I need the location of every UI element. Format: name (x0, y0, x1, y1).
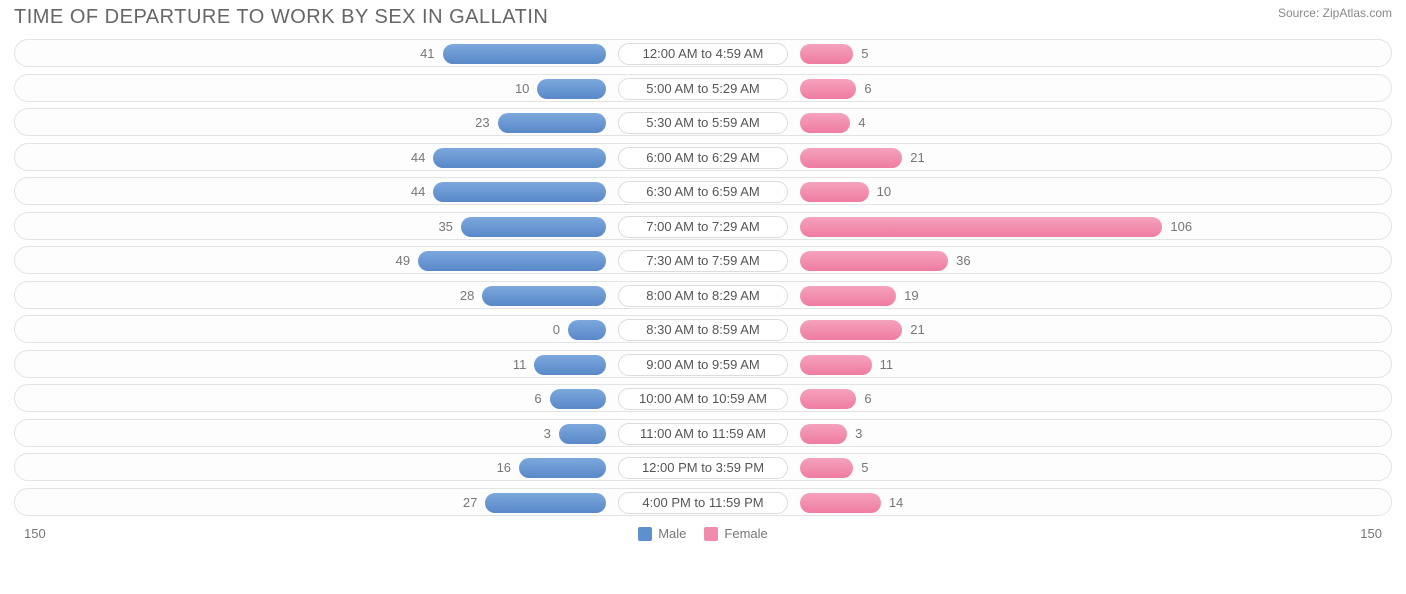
value-female: 4 (858, 109, 865, 136)
bar-female (800, 251, 948, 271)
chart-title: TIME OF DEPARTURE TO WORK BY SEX IN GALL… (14, 6, 548, 29)
bar-female (800, 355, 872, 375)
chart-row: 10 6 5:00 AM to 5:29 AM (14, 74, 1392, 102)
category-label: 5:00 AM to 5:29 AM (618, 78, 788, 100)
category-label: 6:00 AM to 6:29 AM (618, 147, 788, 169)
value-female: 6 (864, 385, 871, 412)
value-female: 5 (861, 454, 868, 481)
chart-row: 3 3 11:00 AM to 11:59 AM (14, 419, 1392, 447)
category-label: 8:00 AM to 8:29 AM (618, 285, 788, 307)
axis-max-right: 150 (1360, 526, 1382, 541)
value-male: 41 (420, 40, 434, 67)
chart-row: 35 106 7:00 AM to 7:29 AM (14, 212, 1392, 240)
value-male: 0 (553, 316, 560, 343)
bar-male (537, 79, 606, 99)
bar-female (800, 148, 902, 168)
value-male: 16 (497, 454, 511, 481)
value-male: 6 (534, 385, 541, 412)
chart-row: 44 21 6:00 AM to 6:29 AM (14, 143, 1392, 171)
legend-item-female: Female (704, 526, 767, 541)
bar-male (550, 389, 606, 409)
chart-row: 11 11 9:00 AM to 9:59 AM (14, 350, 1392, 378)
value-female: 6 (864, 75, 871, 102)
chart-row: 41 5 12:00 AM to 4:59 AM (14, 39, 1392, 67)
bar-female (800, 79, 856, 99)
value-female: 106 (1170, 213, 1192, 240)
value-male: 3 (544, 420, 551, 447)
bar-male (568, 320, 606, 340)
category-label: 12:00 PM to 3:59 PM (618, 457, 788, 479)
value-male: 49 (396, 247, 410, 274)
category-label: 8:30 AM to 8:59 AM (618, 319, 788, 341)
category-label: 6:30 AM to 6:59 AM (618, 181, 788, 203)
category-label: 5:30 AM to 5:59 AM (618, 112, 788, 134)
value-female: 14 (889, 489, 903, 516)
bar-male (519, 458, 606, 478)
value-male: 28 (460, 282, 474, 309)
bar-female (800, 217, 1162, 237)
chart-row: 0 21 8:30 AM to 8:59 AM (14, 315, 1392, 343)
bar-female (800, 44, 853, 64)
category-label: 4:00 PM to 11:59 PM (618, 492, 788, 514)
value-male: 10 (515, 75, 529, 102)
chart-source: Source: ZipAtlas.com (1278, 6, 1392, 20)
bar-female (800, 113, 850, 133)
value-male: 44 (411, 178, 425, 205)
bar-female (800, 182, 869, 202)
category-label: 9:00 AM to 9:59 AM (618, 354, 788, 376)
value-female: 11 (880, 351, 894, 378)
bar-male (534, 355, 606, 375)
bar-male (418, 251, 606, 271)
bar-male (433, 182, 606, 202)
legend-label-male: Male (658, 526, 686, 541)
bar-male (559, 424, 606, 444)
legend-item-male: Male (638, 526, 686, 541)
chart-row: 49 36 7:30 AM to 7:59 AM (14, 246, 1392, 274)
bar-female (800, 458, 853, 478)
value-female: 3 (855, 420, 862, 447)
chart-row: 23 4 5:30 AM to 5:59 AM (14, 108, 1392, 136)
legend-swatch-male (638, 527, 652, 541)
value-male: 27 (463, 489, 477, 516)
legend-swatch-female (704, 527, 718, 541)
bar-male (498, 113, 606, 133)
chart-row: 27 14 4:00 PM to 11:59 PM (14, 488, 1392, 516)
chart-row: 6 6 10:00 AM to 10:59 AM (14, 384, 1392, 412)
value-male: 11 (513, 351, 527, 378)
legend-label-female: Female (724, 526, 767, 541)
chart-row: 44 10 6:30 AM to 6:59 AM (14, 177, 1392, 205)
value-male: 44 (411, 144, 425, 171)
bar-male (485, 493, 606, 513)
value-male: 35 (438, 213, 452, 240)
bar-female (800, 493, 881, 513)
chart-row: 16 5 12:00 PM to 3:59 PM (14, 453, 1392, 481)
value-female: 36 (956, 247, 970, 274)
diverging-bar-chart: 41512:00 AM to 4:59 AM1065:00 AM to 5:29… (0, 39, 1406, 516)
bar-female (800, 424, 847, 444)
bar-male (443, 44, 606, 64)
bar-female (800, 320, 902, 340)
value-female: 19 (904, 282, 918, 309)
chart-header: TIME OF DEPARTURE TO WORK BY SEX IN GALL… (0, 0, 1406, 39)
chart-row: 28 19 8:00 AM to 8:29 AM (14, 281, 1392, 309)
legend: Male Female (638, 526, 768, 541)
chart-footer: 150 Male Female 150 (0, 522, 1406, 541)
value-female: 21 (910, 144, 924, 171)
category-label: 12:00 AM to 4:59 AM (618, 43, 788, 65)
axis-max-left: 150 (24, 526, 46, 541)
value-female: 21 (910, 316, 924, 343)
bar-female (800, 286, 896, 306)
bar-male (482, 286, 606, 306)
value-female: 10 (877, 178, 891, 205)
category-label: 10:00 AM to 10:59 AM (618, 388, 788, 410)
category-label: 11:00 AM to 11:59 AM (618, 423, 788, 445)
category-label: 7:30 AM to 7:59 AM (618, 250, 788, 272)
bar-male (461, 217, 606, 237)
bar-female (800, 389, 856, 409)
value-male: 23 (475, 109, 489, 136)
value-female: 5 (861, 40, 868, 67)
bar-male (433, 148, 606, 168)
category-label: 7:00 AM to 7:29 AM (618, 216, 788, 238)
